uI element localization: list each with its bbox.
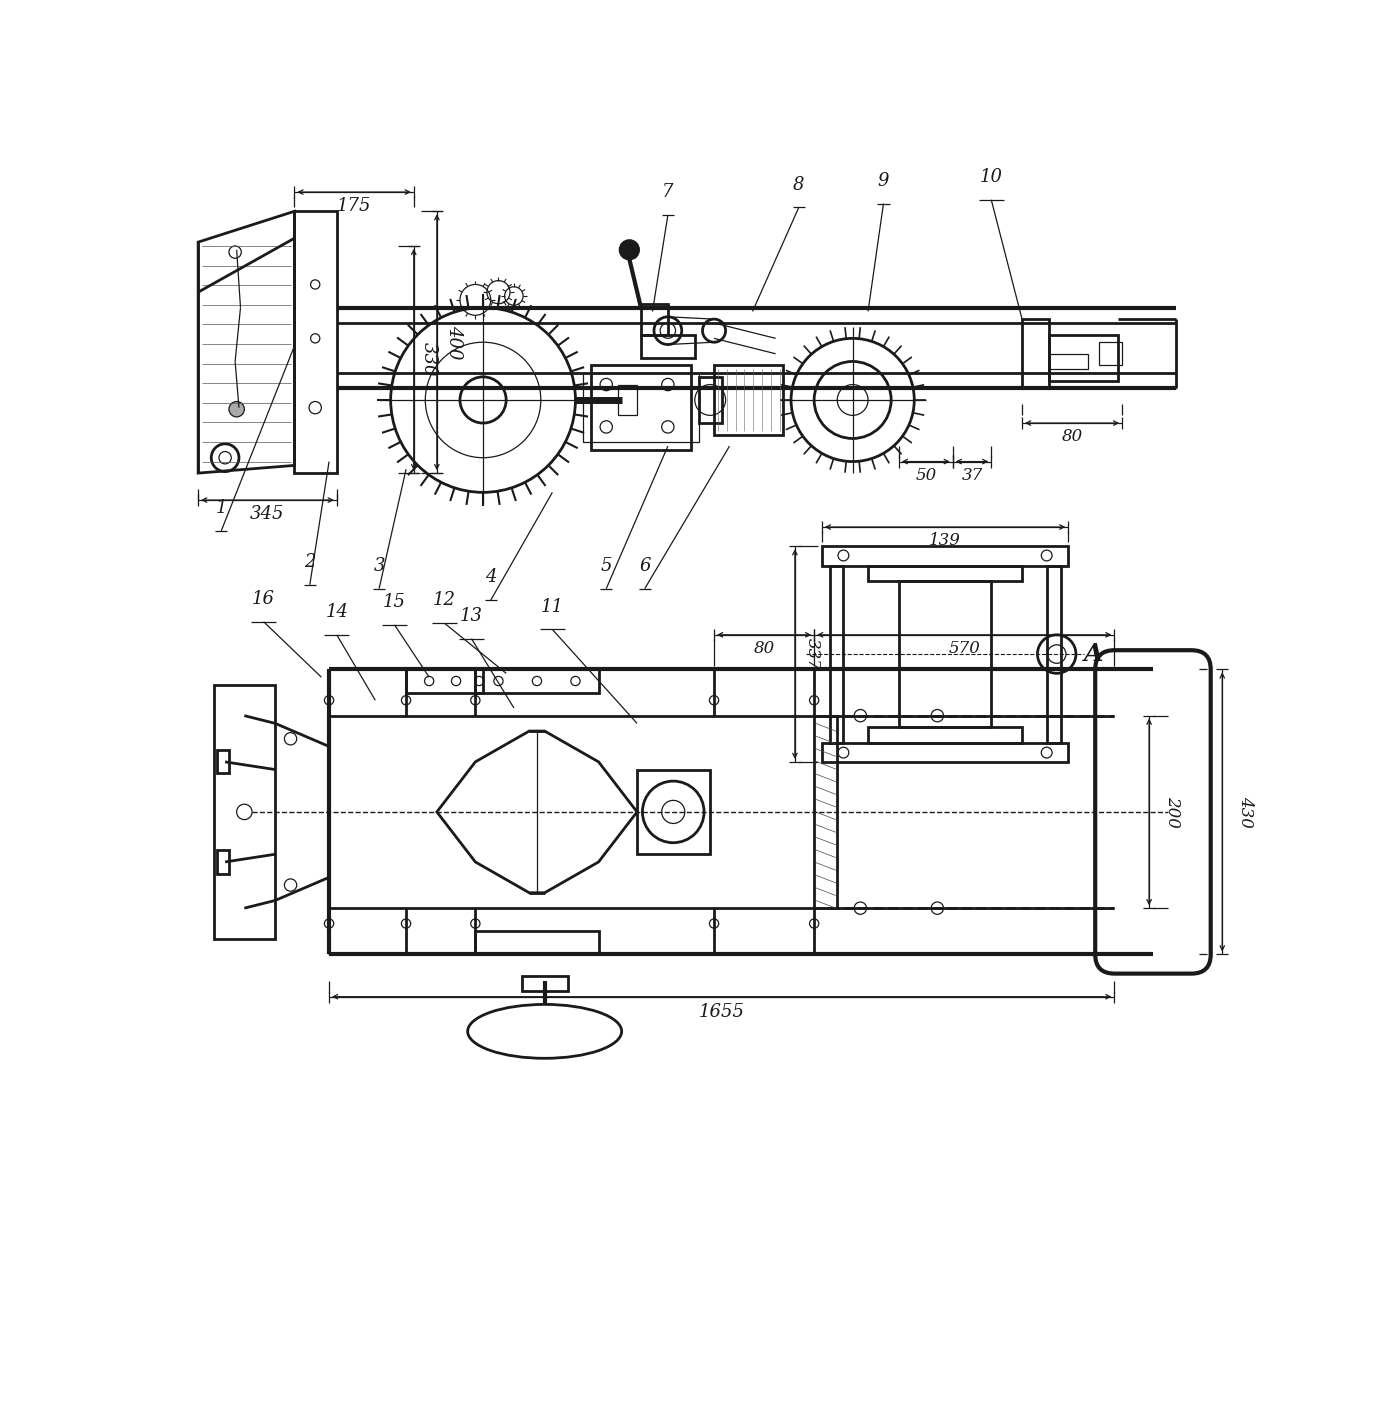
Text: A: A — [1083, 642, 1103, 666]
Bar — [406, 669, 483, 693]
Bar — [1098, 342, 1122, 365]
Bar — [714, 365, 784, 435]
Bar — [899, 582, 991, 727]
Bar — [522, 976, 568, 991]
Text: 80: 80 — [754, 641, 774, 658]
Bar — [641, 304, 667, 335]
Text: 175: 175 — [336, 197, 371, 215]
Bar — [641, 335, 695, 358]
Bar — [1049, 335, 1118, 380]
Bar — [868, 727, 1022, 742]
Text: 16: 16 — [253, 590, 275, 608]
Text: 37: 37 — [961, 467, 983, 484]
Text: 330: 330 — [420, 342, 438, 377]
Text: 5: 5 — [600, 556, 612, 574]
Text: 430: 430 — [1237, 796, 1254, 828]
Bar — [1022, 320, 1049, 389]
Text: 4: 4 — [485, 569, 497, 586]
Bar — [829, 566, 843, 742]
Text: 3: 3 — [373, 556, 384, 574]
Text: 50: 50 — [916, 467, 936, 484]
Text: 6: 6 — [638, 556, 651, 574]
Bar — [475, 669, 599, 693]
Text: 14: 14 — [325, 603, 349, 621]
Bar — [217, 750, 229, 773]
Bar — [822, 742, 1068, 762]
Bar — [1046, 566, 1060, 742]
Text: 1: 1 — [216, 498, 227, 517]
Bar — [814, 715, 838, 908]
Bar — [618, 384, 637, 415]
Text: 9: 9 — [877, 172, 890, 190]
Text: 11: 11 — [541, 597, 564, 615]
Bar — [868, 566, 1022, 582]
Text: 15: 15 — [383, 593, 406, 611]
Text: 345: 345 — [250, 505, 284, 522]
Bar — [294, 211, 336, 473]
Text: 139: 139 — [930, 532, 961, 549]
Text: 80: 80 — [1061, 428, 1083, 445]
Text: 10: 10 — [980, 168, 1002, 186]
Text: 337: 337 — [803, 638, 820, 670]
Bar — [475, 931, 599, 955]
Text: 200: 200 — [1164, 796, 1181, 828]
Bar — [699, 377, 722, 422]
Text: 1655: 1655 — [699, 1002, 744, 1021]
Text: 400: 400 — [445, 325, 463, 359]
Bar — [590, 365, 691, 451]
Text: 570: 570 — [949, 641, 980, 658]
Text: 8: 8 — [794, 176, 805, 194]
Bar — [1049, 353, 1087, 369]
Text: 13: 13 — [460, 607, 483, 625]
Text: 7: 7 — [662, 183, 674, 201]
Circle shape — [229, 401, 244, 417]
Bar — [822, 546, 1068, 566]
Text: 12: 12 — [432, 591, 456, 610]
Bar — [637, 770, 710, 855]
Bar — [584, 373, 699, 442]
Text: 2: 2 — [303, 553, 316, 570]
Bar — [217, 850, 229, 873]
Circle shape — [621, 241, 638, 259]
Bar — [214, 684, 275, 939]
